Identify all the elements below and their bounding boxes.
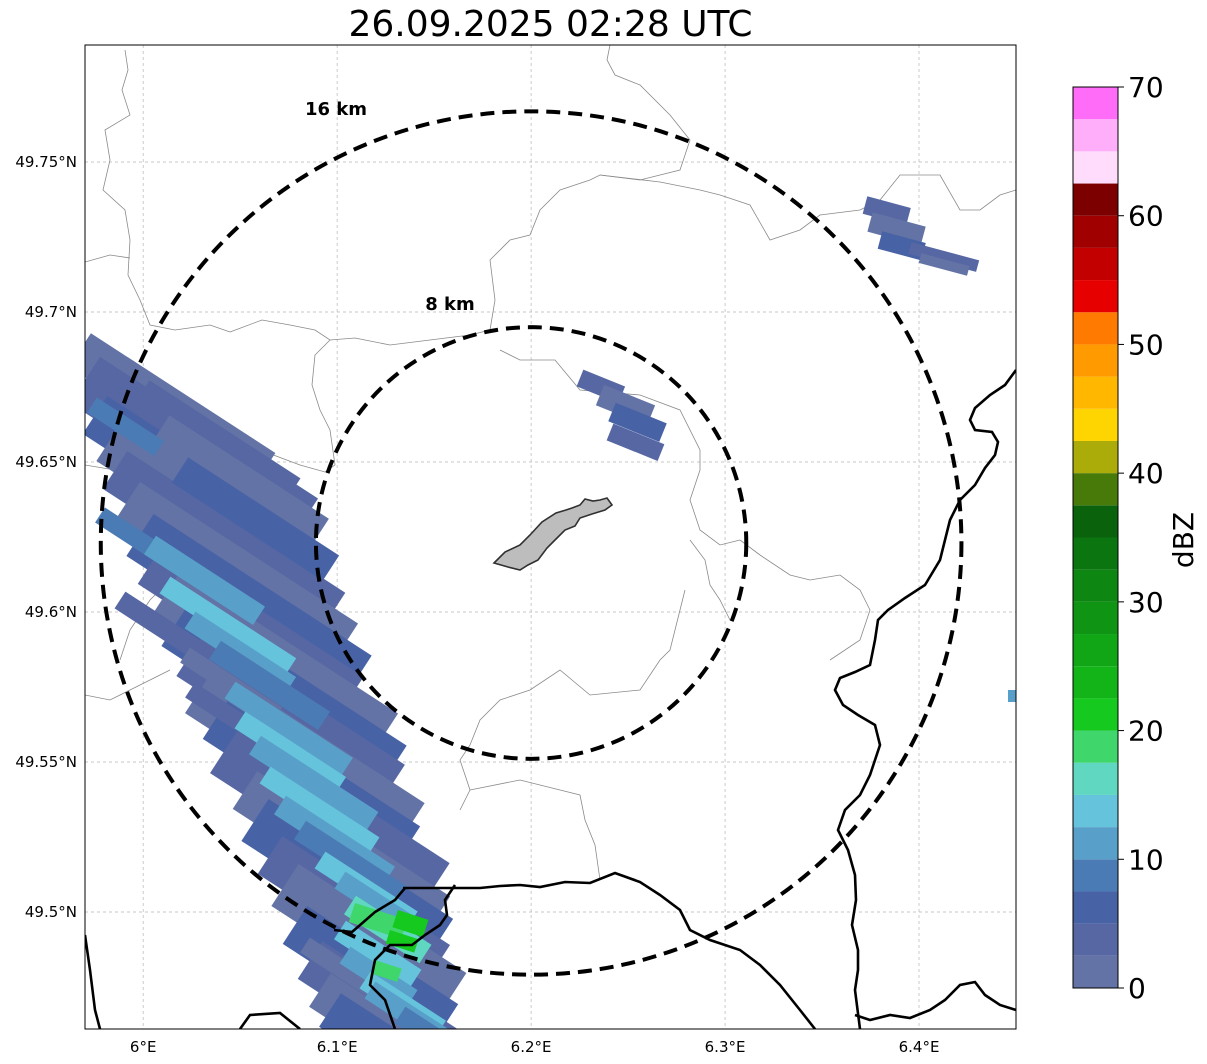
radar-echoes xyxy=(85,196,1016,1029)
colorbar-label: dBZ xyxy=(1167,512,1200,568)
colorbar-segment xyxy=(1073,183,1118,216)
colorbar-segment xyxy=(1073,376,1118,409)
colorbar-segment xyxy=(1073,408,1118,441)
colorbar-segment xyxy=(1073,666,1118,699)
colorbar-tick-label: 20 xyxy=(1128,715,1164,748)
colorbar-segment xyxy=(1073,601,1118,635)
radar-echo-cell xyxy=(249,735,379,831)
radar-echo-cell xyxy=(294,820,407,905)
colorbar-segment xyxy=(1073,762,1118,795)
range-rings xyxy=(98,109,964,977)
colorbar: 0 10 20 30 40 50 60 70 xyxy=(1072,71,1164,1005)
colorbar-tick-label: 30 xyxy=(1128,586,1164,619)
y-tick-label: 49.75°N xyxy=(15,153,77,171)
radar-echo-cell xyxy=(392,910,429,938)
radar-echo-cell xyxy=(319,993,476,1029)
radar-echo-cell xyxy=(159,576,297,676)
colorbar-segment xyxy=(1073,215,1118,248)
radar-echo-cell xyxy=(608,402,667,442)
radar-echo-cell xyxy=(224,681,353,775)
radar-echo-cell xyxy=(862,196,911,226)
colorbar-segment xyxy=(1073,87,1118,120)
radar-echo-cell xyxy=(171,457,340,581)
colorbar-segment xyxy=(1073,280,1118,313)
y-tick-label: 49.5°N xyxy=(25,903,77,921)
y-axis-ticks: 49.75°N 49.7°N 49.65°N 49.6°N 49.55°N 49.5°N xyxy=(15,153,77,921)
x-tick-label: 6°E xyxy=(130,1038,157,1056)
colorbar-tick-label: 60 xyxy=(1128,200,1164,233)
radar-echo-cell xyxy=(1008,690,1016,702)
x-tick-label: 6.2°E xyxy=(511,1038,552,1056)
colorbar-segment xyxy=(1073,537,1118,570)
radar-echo-cell xyxy=(867,212,926,246)
colorbar-segment xyxy=(1073,859,1118,892)
colorbar-tick-label: 50 xyxy=(1128,328,1164,361)
map-title: 26.09.2025 02:28 UTC xyxy=(348,4,753,45)
colorbar-segment xyxy=(1073,344,1118,377)
gridlines xyxy=(85,45,1016,1029)
colorbar-segment xyxy=(1073,923,1118,956)
radar-echo-cell xyxy=(370,959,402,982)
colorbar-tick-label: 70 xyxy=(1128,71,1164,104)
y-tick-label: 49.55°N xyxy=(15,753,77,771)
colorbar-segment xyxy=(1073,473,1118,506)
radar-echo-cell xyxy=(87,397,164,457)
radar-echo-cell xyxy=(150,415,329,549)
colorbar-segment xyxy=(1073,312,1118,345)
colorbar-segment xyxy=(1073,891,1118,924)
colorbar-tick-label: 10 xyxy=(1128,843,1164,876)
y-tick-label: 49.7°N xyxy=(25,303,77,321)
colorbar-segment xyxy=(1073,698,1118,731)
colorbar-segment xyxy=(1073,505,1118,538)
colorbar-segment xyxy=(1073,119,1118,152)
national-borders xyxy=(85,369,1016,1029)
y-tick-label: 49.6°N xyxy=(25,603,77,621)
radar-echo-cell xyxy=(394,1006,473,1029)
ring-label-8km: 8 km xyxy=(425,294,475,315)
colorbar-segment xyxy=(1073,634,1118,667)
x-tick-label: 6.4°E xyxy=(899,1038,940,1056)
range-ring-8km xyxy=(313,325,749,761)
colorbar-segment xyxy=(1073,569,1118,602)
colorbar-tick-label: 40 xyxy=(1128,457,1164,490)
y-tick-label: 49.65°N xyxy=(15,453,77,471)
radar-echo-cell xyxy=(259,766,380,855)
radar-echo-cell xyxy=(144,535,266,626)
colorbar-segment xyxy=(1073,247,1118,281)
x-tick-label: 6.3°E xyxy=(705,1038,746,1056)
x-tick-label: 6.1°E xyxy=(317,1038,358,1056)
colorbar-frame xyxy=(1072,86,1119,989)
radar-echo-cell xyxy=(209,640,331,731)
colorbar-segment xyxy=(1073,440,1118,474)
radar-echo-cell xyxy=(385,929,419,953)
ring-label-16km: 16 km xyxy=(305,99,367,120)
colorbar-segment xyxy=(1073,955,1118,988)
radar-echo-cell xyxy=(606,423,665,461)
colorbar-segment xyxy=(1073,730,1118,763)
plot-frame xyxy=(84,44,1017,1030)
colorbar-segment xyxy=(1073,794,1118,828)
colorbar-tick-label: 0 xyxy=(1128,972,1146,1005)
city-outline xyxy=(492,497,614,571)
range-ring-16km xyxy=(98,109,964,977)
radar-echo-cell xyxy=(348,903,408,940)
colorbar-segment xyxy=(1073,827,1118,860)
colorbar-segment xyxy=(1073,151,1118,184)
radar-echo-cell xyxy=(918,253,970,276)
x-axis-ticks: 6°E 6.1°E 6.2°E 6.3°E 6.4°E xyxy=(130,1038,940,1056)
